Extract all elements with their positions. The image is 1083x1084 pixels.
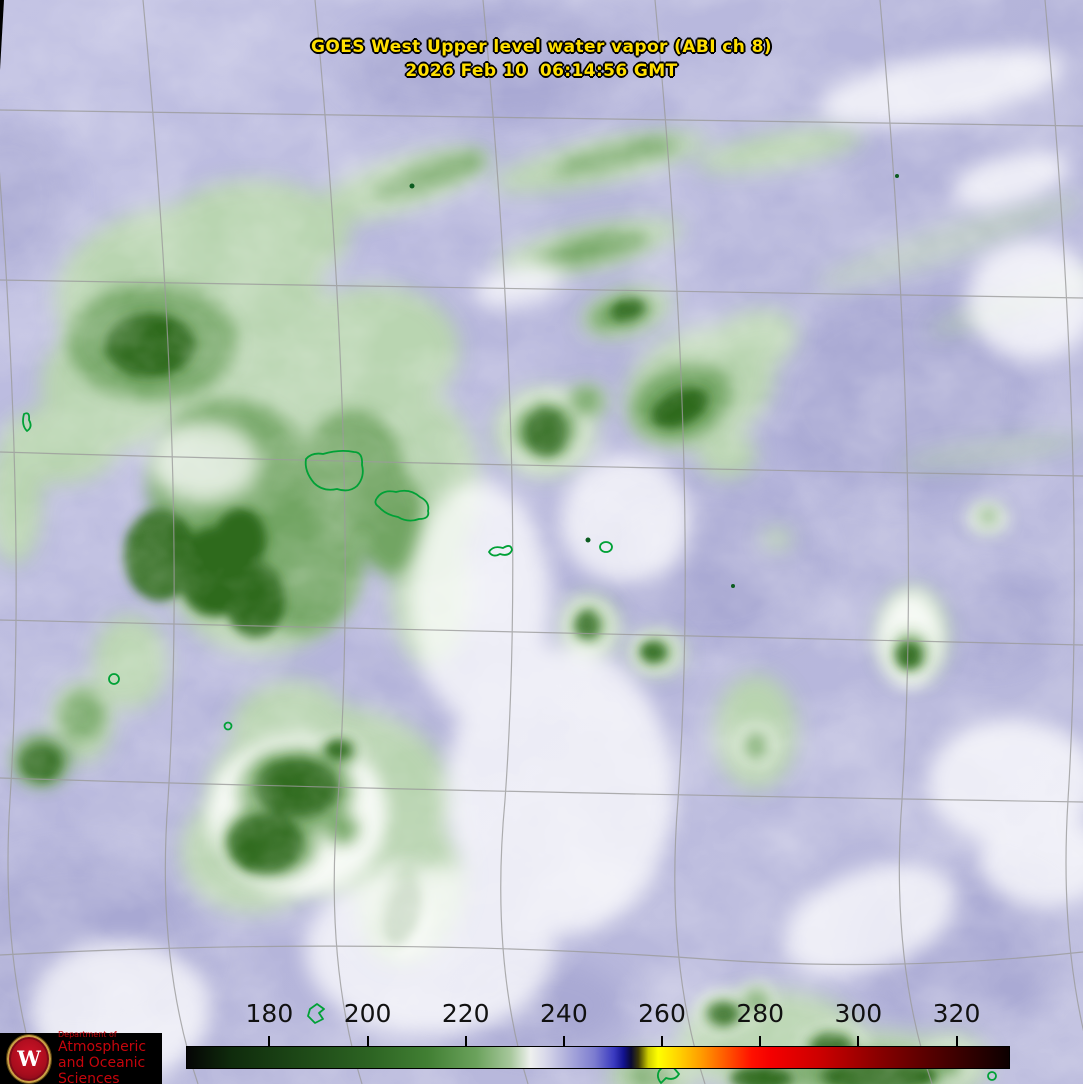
colorbar-tick-label: 260 [638,999,686,1028]
image-title-block: GOES West Upper level water vapor (ABI c… [0,35,1083,83]
colorbar-tick-label: 300 [834,999,883,1028]
island-outline-tutuila [488,545,513,557]
logo-name-line2: and Oceanic Sciences [58,1055,146,1084]
image-timestamp: 2026 Feb 10 06:14:56 GMT [405,61,678,81]
logo-text: Department of Atmospheric and Oceanic Sc… [58,1030,162,1084]
uw-crest-letter: W [17,1046,41,1071]
colorbar-tick [562,1036,565,1046]
island-outline-savaii [304,449,364,492]
island-dots [409,174,899,588]
uw-aos-logo: W Department of Atmospheric and Oceanic … [0,1030,162,1084]
colorbar: 180 200 220 240 260 280 300 320 [186,1000,1010,1072]
colorbar-tick-label: 200 [343,999,392,1028]
colorbar-tick [268,1036,271,1046]
island-outline-niuafoou [108,673,120,685]
logo-name-line1: Atmospheric [58,1039,147,1055]
colorbar-tick-label: 180 [245,999,294,1028]
colorbar-tick [857,1036,860,1046]
island-outline-ring-se [987,1071,997,1081]
colorbar-tick [366,1036,369,1046]
colorbar-tick [759,1036,762,1046]
scan-edge [0,0,4,70]
colorbar-tick [464,1036,467,1046]
logo-department-line: Department of [58,1030,117,1039]
colorbar-tick [661,1036,663,1046]
colorbar-tick-label: 320 [932,999,981,1028]
colorbar-gradient [186,1046,1010,1069]
colorbar-tick-label: 240 [540,999,588,1028]
island-outline-small-east [599,541,613,553]
island-outlines [22,412,997,1084]
colorbar-tick [955,1036,958,1046]
island-outline-vavau [307,1003,325,1024]
image-title: GOES West Upper level water vapor (ABI c… [311,37,772,57]
island-outline-upolu [374,489,430,522]
colorbar-tick-label: 280 [736,999,785,1028]
uw-crest-icon: W [7,1034,51,1083]
island-outline-tiny [223,721,233,731]
island-outline-wallis [22,412,32,432]
colorbar-tick-label: 220 [441,999,490,1028]
